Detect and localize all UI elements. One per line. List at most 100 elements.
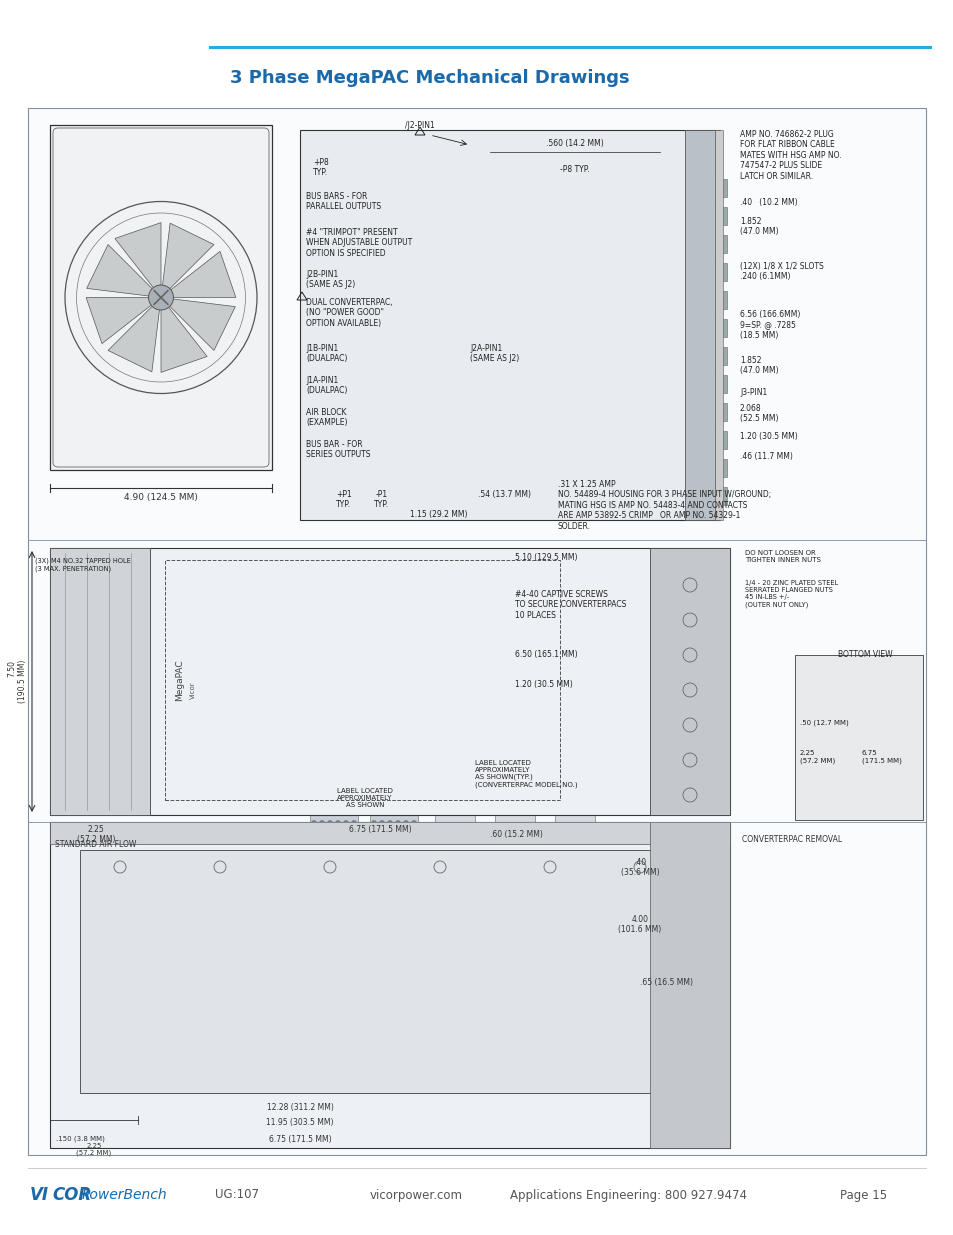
Text: 1/4 - 20 ZINC PLATED STEEL
SERRATED FLANGED NUTS
45 IN-LBS +/-
(OUTER NUT ONLY): 1/4 - 20 ZINC PLATED STEEL SERRATED FLAN…: [744, 580, 838, 608]
Circle shape: [312, 757, 316, 762]
Text: .150 (3.8 MM): .150 (3.8 MM): [56, 1135, 105, 1141]
Text: COR: COR: [52, 1186, 91, 1204]
Bar: [370, 716, 417, 739]
Circle shape: [335, 788, 340, 794]
Circle shape: [403, 1045, 408, 1050]
Bar: [370, 1036, 417, 1058]
Circle shape: [343, 852, 348, 857]
Circle shape: [403, 725, 408, 730]
Polygon shape: [86, 298, 152, 343]
Circle shape: [343, 725, 348, 730]
Circle shape: [335, 916, 340, 921]
Circle shape: [395, 820, 400, 825]
Circle shape: [411, 757, 416, 762]
Circle shape: [379, 757, 384, 762]
Text: 1.852
(47.0 MM): 1.852 (47.0 MM): [740, 356, 778, 375]
Circle shape: [387, 1045, 392, 1050]
Text: J3-PIN1: J3-PIN1: [740, 388, 766, 396]
Text: 7.50
(190.5 MM): 7.50 (190.5 MM): [8, 659, 27, 703]
Bar: [714, 487, 726, 505]
Circle shape: [319, 884, 324, 889]
Circle shape: [403, 884, 408, 889]
Circle shape: [387, 725, 392, 730]
Circle shape: [387, 948, 392, 953]
Circle shape: [411, 725, 416, 730]
Bar: [50, 823, 729, 844]
Circle shape: [343, 1013, 348, 1018]
Bar: [714, 207, 726, 225]
Text: J1A-PIN1
(DUALPAC): J1A-PIN1 (DUALPAC): [306, 375, 347, 395]
Circle shape: [403, 788, 408, 794]
Circle shape: [379, 788, 384, 794]
Bar: [370, 876, 417, 898]
Bar: [50, 823, 729, 1149]
Circle shape: [319, 852, 324, 857]
Circle shape: [351, 1045, 356, 1050]
Circle shape: [351, 852, 356, 857]
Circle shape: [379, 725, 384, 730]
Polygon shape: [169, 299, 235, 351]
Circle shape: [312, 884, 316, 889]
Text: AMP NO. 746862-2 PLUG
FOR FLAT RIBBON CABLE
MATES WITH HSG AMP NO.
747547-2 PLUS: AMP NO. 746862-2 PLUG FOR FLAT RIBBON CA…: [740, 130, 841, 180]
Circle shape: [411, 788, 416, 794]
Circle shape: [403, 757, 408, 762]
Text: 6.50 (165.1 MM): 6.50 (165.1 MM): [515, 650, 577, 659]
Circle shape: [379, 884, 384, 889]
Text: vicorpower.com: vicorpower.com: [370, 1188, 462, 1202]
Bar: [495, 781, 535, 802]
Circle shape: [343, 948, 348, 953]
Text: DUAL CONVERTERPAC,
(NO "POWER GOOD"
OPTION AVAILABLE): DUAL CONVERTERPAC, (NO "POWER GOOD" OPTI…: [306, 298, 393, 327]
Text: AIR BLOCK
(EXAMPLE): AIR BLOCK (EXAMPLE): [306, 408, 347, 427]
Bar: [714, 403, 726, 421]
Circle shape: [379, 852, 384, 857]
Circle shape: [343, 757, 348, 762]
Circle shape: [371, 820, 376, 825]
Bar: [310, 1068, 357, 1091]
Circle shape: [312, 725, 316, 730]
Text: LABEL LOCATED
APPROXIMATELY
AS SHOWN: LABEL LOCATED APPROXIMATELY AS SHOWN: [336, 788, 393, 808]
Text: .560 (14.2 MM): .560 (14.2 MM): [545, 140, 603, 148]
Circle shape: [335, 884, 340, 889]
Bar: [714, 319, 726, 337]
Text: .54 (13.7 MM): .54 (13.7 MM): [477, 490, 531, 499]
Text: 2.25
(57.2 MM): 2.25 (57.2 MM): [800, 750, 835, 763]
Circle shape: [411, 948, 416, 953]
Circle shape: [411, 981, 416, 986]
Circle shape: [395, 981, 400, 986]
Bar: [794, 655, 923, 820]
Circle shape: [387, 788, 392, 794]
Circle shape: [371, 916, 376, 921]
Circle shape: [387, 820, 392, 825]
Text: BUS BARS - FOR
PARALLEL OUTPUTS: BUS BARS - FOR PARALLEL OUTPUTS: [306, 191, 381, 211]
Text: Vicor: Vicor: [190, 682, 195, 699]
Bar: [370, 781, 417, 802]
Text: .50 (12.7 MM): .50 (12.7 MM): [800, 720, 848, 726]
Circle shape: [319, 725, 324, 730]
Bar: [310, 811, 357, 834]
Circle shape: [395, 948, 400, 953]
Bar: [684, 130, 714, 520]
Bar: [435, 748, 475, 769]
Bar: [495, 1004, 535, 1026]
Circle shape: [319, 1045, 324, 1050]
Text: (3X) M4 NO.32 TAPPED HOLE
(3 MAX. PENETRATION): (3X) M4 NO.32 TAPPED HOLE (3 MAX. PENETR…: [35, 558, 131, 572]
Bar: [370, 844, 417, 866]
Bar: [310, 1004, 357, 1026]
Circle shape: [343, 981, 348, 986]
Circle shape: [403, 916, 408, 921]
Bar: [370, 1004, 417, 1026]
Circle shape: [351, 916, 356, 921]
Bar: [435, 908, 475, 930]
Text: (12X) 1/8 X 1/2 SLOTS
.240 (6.1MM): (12X) 1/8 X 1/2 SLOTS .240 (6.1MM): [740, 262, 822, 282]
Circle shape: [387, 981, 392, 986]
Circle shape: [395, 852, 400, 857]
Text: MegaPAC: MegaPAC: [175, 659, 184, 700]
Circle shape: [319, 981, 324, 986]
Circle shape: [403, 1077, 408, 1082]
Bar: [495, 716, 535, 739]
Circle shape: [411, 1077, 416, 1082]
Text: BOTTOM VIEW: BOTTOM VIEW: [837, 650, 892, 659]
Bar: [310, 844, 357, 866]
Text: 4.90 (124.5 MM): 4.90 (124.5 MM): [124, 493, 197, 501]
Circle shape: [387, 884, 392, 889]
